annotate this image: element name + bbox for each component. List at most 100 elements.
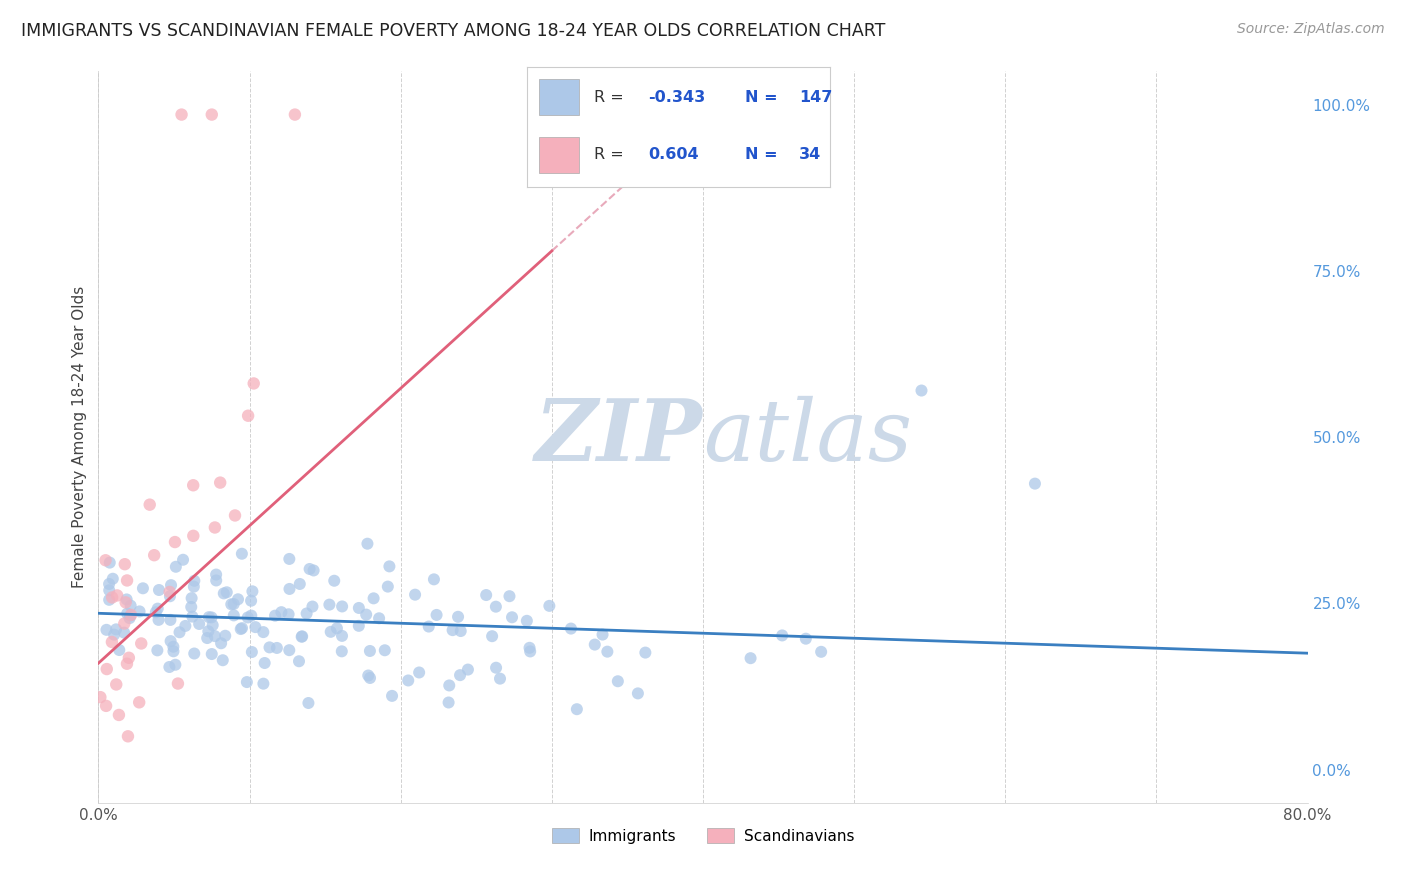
Point [222, 597, 245, 611]
Point [138, 498, 160, 512]
Legend: Immigrants, Scandinavians: Immigrants, Scandinavians [546, 822, 860, 850]
Point [183, 647, 205, 661]
Point [118, 611, 141, 625]
Point [437, 696, 460, 710]
Point [441, 623, 464, 637]
Point [240, 645, 263, 659]
FancyBboxPatch shape [540, 136, 579, 173]
Point [226, 592, 249, 607]
Point [98, 556, 121, 570]
Point [129, 636, 152, 650]
Point [103, 628, 125, 642]
Point [163, 535, 186, 549]
Point [183, 580, 205, 594]
Point [197, 624, 219, 639]
Point [118, 650, 141, 665]
Point [583, 638, 606, 652]
Point [356, 537, 378, 551]
Point [96, 662, 118, 676]
Point [475, 588, 498, 602]
Point [172, 553, 194, 567]
Point [330, 629, 353, 643]
Point [240, 608, 263, 623]
Point [330, 599, 353, 614]
Point [146, 601, 169, 615]
Point [204, 629, 226, 643]
Point [212, 586, 235, 600]
Point [101, 635, 124, 649]
Point [117, 729, 139, 743]
Point [195, 631, 218, 645]
Point [180, 599, 202, 614]
Point [236, 409, 259, 423]
Text: atlas: atlas [703, 396, 912, 478]
Point [128, 695, 150, 709]
Text: R =: R = [593, 147, 628, 162]
Point [357, 668, 380, 682]
Point [596, 645, 619, 659]
Point [560, 622, 582, 636]
Point [181, 609, 204, 624]
Point [114, 558, 136, 572]
Point [215, 585, 238, 599]
Text: ZIP: ZIP [536, 395, 703, 479]
Point [143, 548, 166, 562]
Point [159, 589, 181, 603]
Point [278, 552, 301, 566]
Point [159, 613, 181, 627]
Point [224, 508, 246, 523]
Point [347, 601, 370, 615]
Point [201, 647, 224, 661]
Point [169, 625, 191, 640]
Point [180, 591, 202, 606]
Point [810, 645, 832, 659]
Point [489, 672, 512, 686]
Point [259, 640, 281, 655]
Point [565, 702, 588, 716]
Point [105, 677, 128, 691]
Point [209, 636, 232, 650]
Point [291, 629, 314, 643]
Point [330, 644, 353, 658]
Point [450, 624, 472, 638]
Point [222, 608, 245, 623]
Point [408, 665, 430, 680]
Point [359, 671, 381, 685]
Point [1024, 476, 1046, 491]
Point [288, 654, 311, 668]
Point [174, 619, 197, 633]
Point [170, 107, 193, 121]
Y-axis label: Female Poverty Among 18-24 Year Olds: Female Poverty Among 18-24 Year Olds [72, 286, 87, 588]
Point [498, 589, 520, 603]
Text: -0.343: -0.343 [648, 89, 706, 104]
Point [204, 520, 226, 534]
Point [167, 676, 190, 690]
Point [277, 607, 299, 622]
Point [120, 599, 142, 613]
Point [101, 591, 124, 605]
Point [242, 584, 264, 599]
FancyBboxPatch shape [540, 79, 579, 115]
Point [516, 614, 538, 628]
Point [181, 529, 204, 543]
Point [240, 593, 263, 607]
Point [252, 676, 274, 690]
Point [145, 605, 167, 619]
Point [592, 627, 614, 641]
Point [162, 644, 184, 658]
Point [457, 663, 479, 677]
Point [634, 646, 657, 660]
Point [485, 661, 508, 675]
Point [278, 582, 301, 596]
Point [288, 577, 311, 591]
Point [396, 673, 419, 688]
Point [105, 589, 128, 603]
Point [245, 620, 267, 634]
Point [209, 475, 232, 490]
Point [108, 708, 131, 723]
Point [201, 618, 224, 632]
Point [302, 564, 325, 578]
Point [374, 643, 396, 657]
Point [404, 588, 426, 602]
Point [165, 657, 187, 672]
